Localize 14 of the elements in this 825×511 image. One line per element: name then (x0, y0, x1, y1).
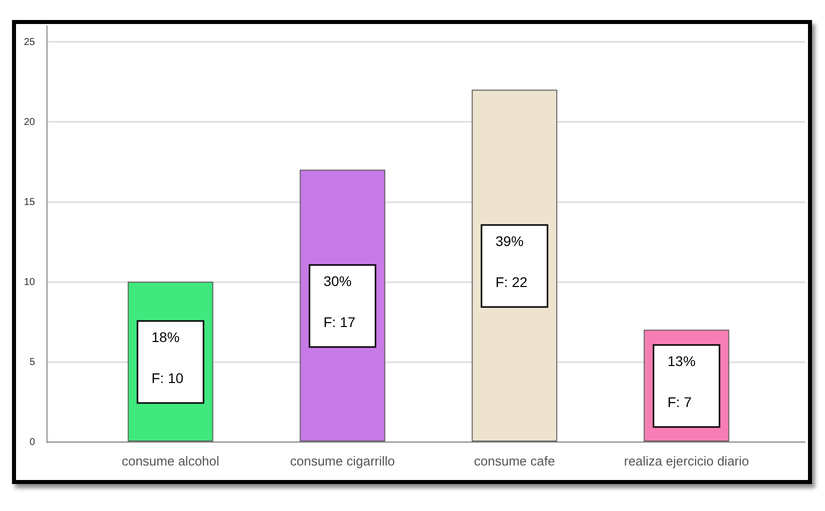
text: 13% F: 7 (667, 352, 696, 410)
text: 39% F: 22 (495, 232, 528, 290)
x-tick-label: realiza ejercicio diario (624, 453, 749, 468)
y-tick-label: 15 (24, 196, 36, 208)
text: 30% F: 17 (323, 272, 356, 330)
y-tick-label: 0 (29, 436, 36, 448)
y-tick-label: 20 (24, 116, 36, 128)
text: 18% F: 10 (151, 328, 184, 386)
x-tick-label: consume cafe (474, 453, 555, 468)
x-tick-label: consume alcohol (122, 453, 220, 468)
x-tick-label: consume cigarrillo (290, 453, 395, 468)
y-tick-label: 5 (29, 356, 36, 368)
y-tick-label: 10 (24, 276, 36, 288)
y-tick-label: 25 (24, 36, 36, 48)
